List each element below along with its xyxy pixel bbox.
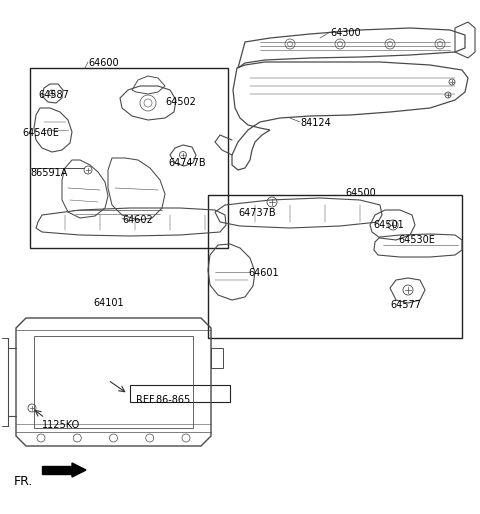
Text: 64587: 64587 xyxy=(38,90,69,100)
Bar xyxy=(130,385,230,402)
Text: 64747B: 64747B xyxy=(168,158,205,168)
Text: 64737B: 64737B xyxy=(238,208,276,218)
Text: 64601: 64601 xyxy=(248,268,278,278)
Text: 64530E: 64530E xyxy=(398,235,435,245)
Text: 64540E: 64540E xyxy=(22,128,59,138)
Text: 64500: 64500 xyxy=(345,188,376,198)
Text: 64502: 64502 xyxy=(165,97,196,107)
Text: 86591A: 86591A xyxy=(30,168,67,178)
Text: 64101: 64101 xyxy=(93,298,124,308)
Text: 1125KO: 1125KO xyxy=(42,420,80,430)
Text: 84124: 84124 xyxy=(300,118,331,128)
Text: 64600: 64600 xyxy=(88,58,119,68)
Text: 64501: 64501 xyxy=(373,220,404,230)
Text: 64577: 64577 xyxy=(390,300,421,310)
Bar xyxy=(30,68,228,248)
Text: 64602: 64602 xyxy=(122,215,153,225)
Polygon shape xyxy=(72,463,86,477)
Text: REF.86-865: REF.86-865 xyxy=(136,395,190,405)
Polygon shape xyxy=(42,466,72,474)
Text: 64300: 64300 xyxy=(330,28,360,38)
Text: FR.: FR. xyxy=(14,475,34,488)
Bar xyxy=(208,195,462,338)
